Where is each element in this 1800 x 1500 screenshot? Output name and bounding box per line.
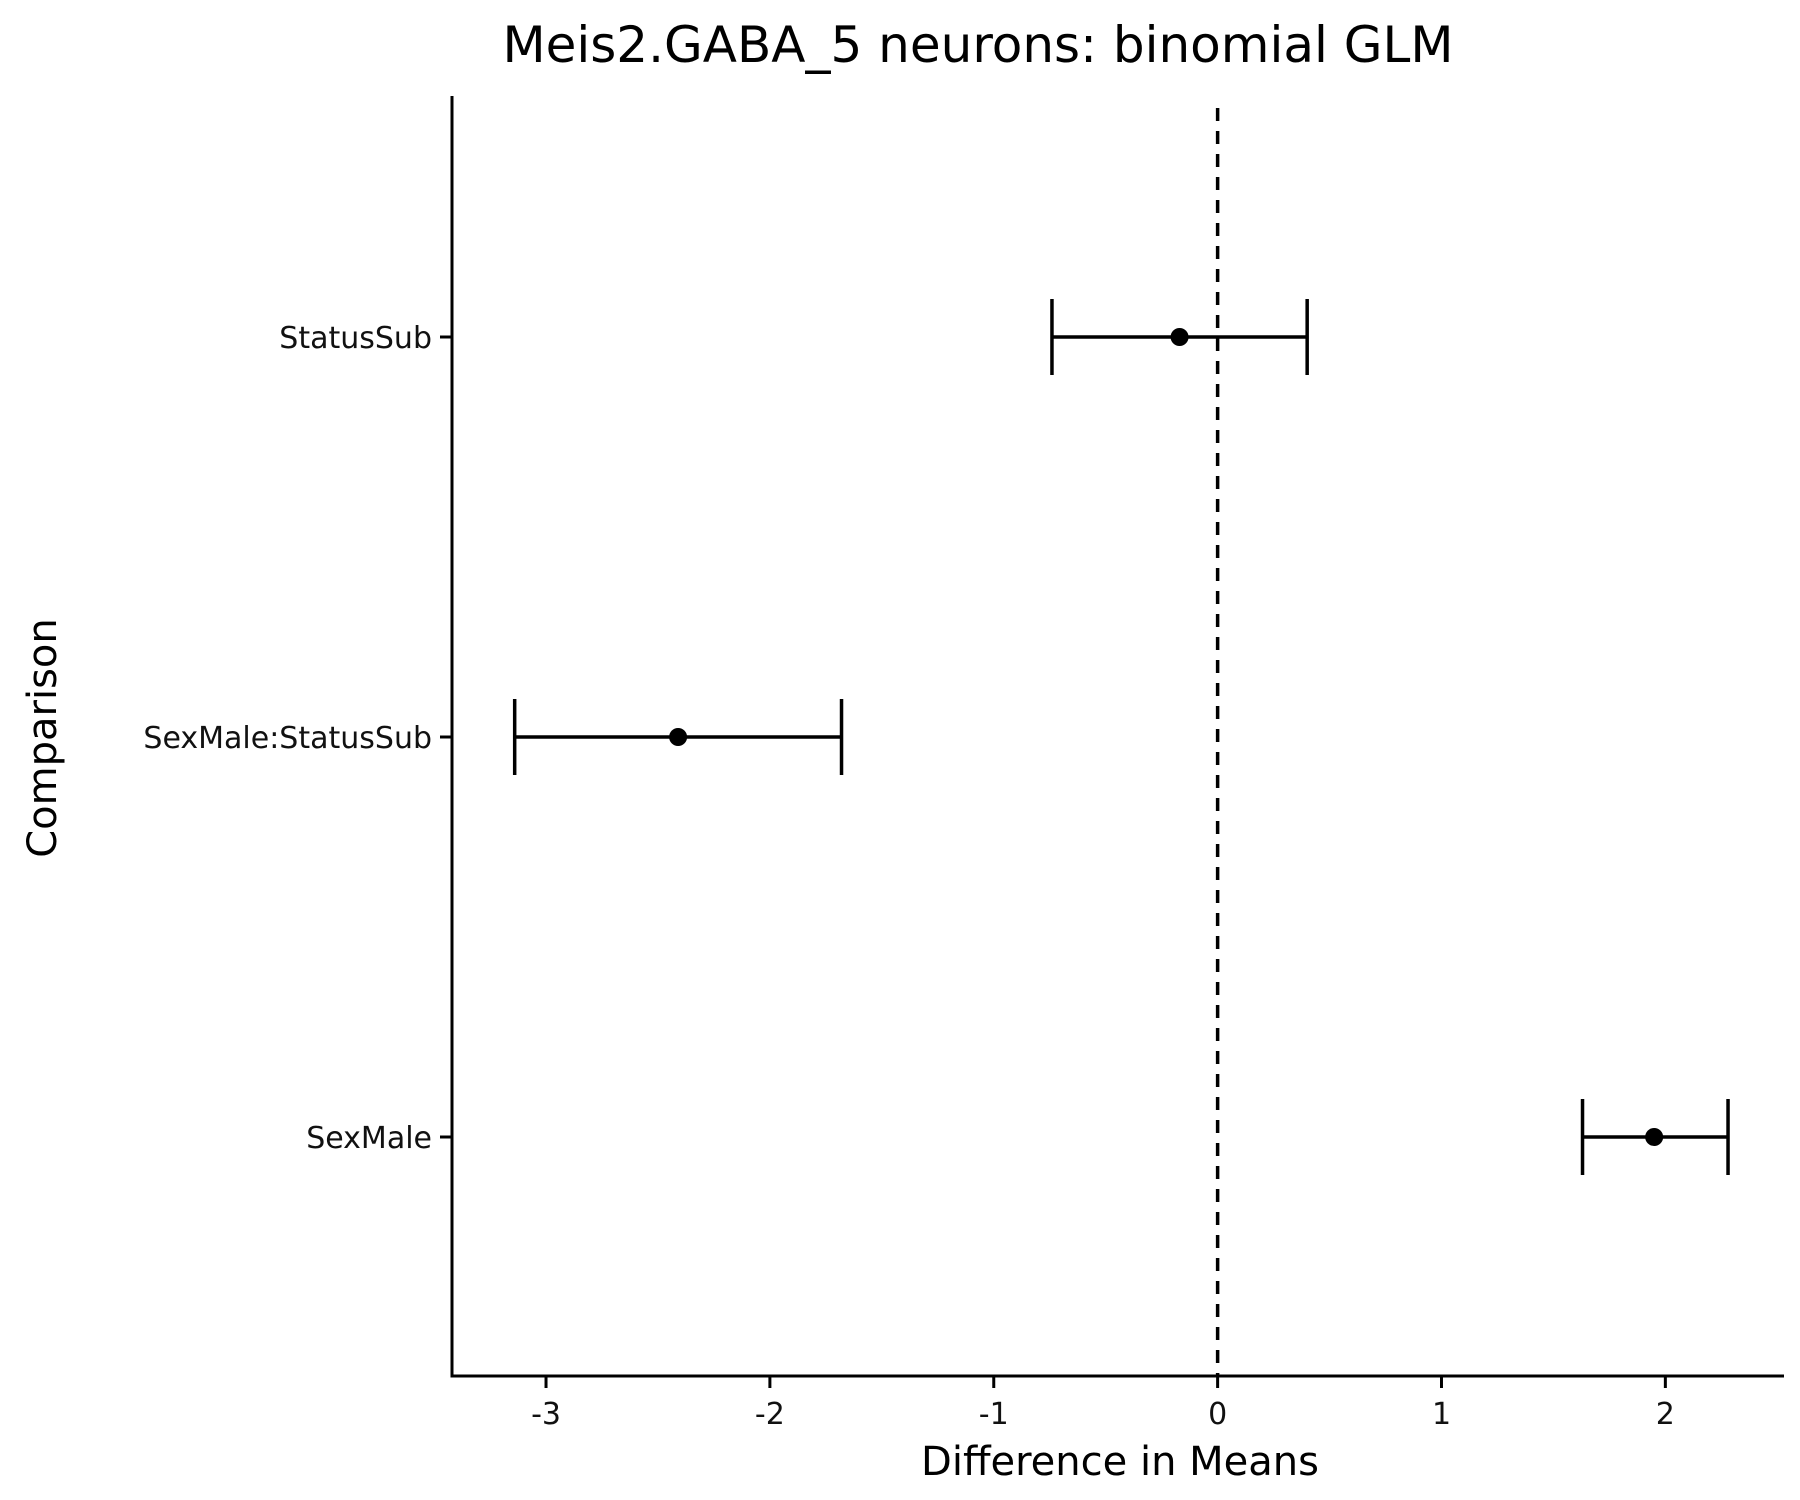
point-estimate xyxy=(1170,328,1189,346)
x-tick-label: 2 xyxy=(1656,1397,1675,1432)
x-tick-label: 1 xyxy=(1432,1397,1451,1432)
x-tick-label: -3 xyxy=(531,1397,561,1432)
x-axis-title: Difference in Means xyxy=(921,1439,1319,1485)
y-tick-label: StatusSub xyxy=(279,321,432,356)
plot-area: -3 -2 -1 0 1 2 StatusSub SexMale:StatusSub SexMa… xyxy=(143,96,1784,1432)
y-tick-label: SexMale xyxy=(306,1121,432,1156)
y-tick-label: SexMale:StatusSub xyxy=(143,721,432,756)
point-estimate xyxy=(669,728,688,746)
x-tick-label: -1 xyxy=(979,1397,1009,1432)
x-tick-label: 0 xyxy=(1208,1397,1227,1432)
x-tick-label: -2 xyxy=(755,1397,785,1432)
chart-title: Meis2.GABA_5 neurons: binomial GLM xyxy=(502,16,1453,74)
y-axis-title: Comparison xyxy=(20,618,66,858)
point-estimate xyxy=(1645,1128,1664,1146)
